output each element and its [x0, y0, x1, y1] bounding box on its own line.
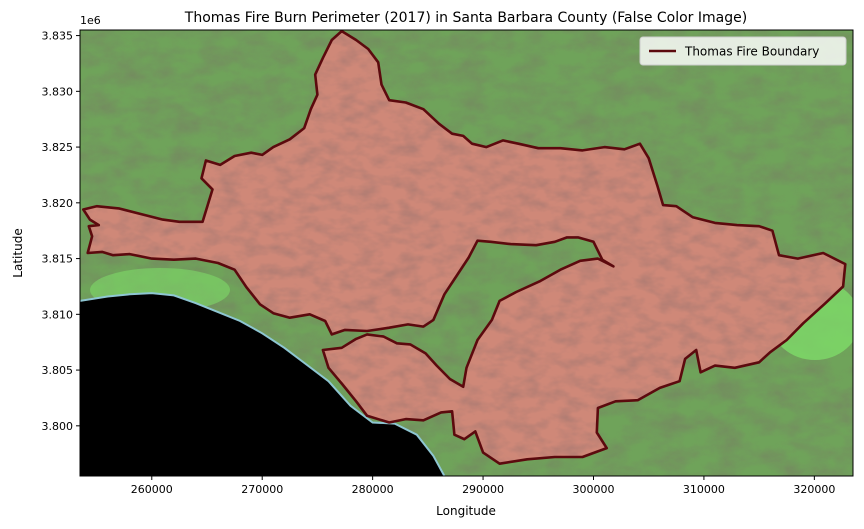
x-tick-label: 270000 [241, 483, 283, 496]
legend-label: Thomas Fire Boundary [684, 45, 819, 59]
x-tick-label: 320000 [793, 483, 835, 496]
y-tick-label: 3.820 [42, 197, 74, 210]
y-tick-label: 3.825 [42, 141, 74, 154]
x-tick-label: 280000 [352, 483, 394, 496]
y-tick-label: 3.800 [42, 420, 74, 433]
fire-boundary-line [82, 30, 847, 465]
x-axis-label: Longitude [436, 504, 496, 518]
y-tick-label: 3.835 [42, 30, 74, 43]
legend-box [639, 36, 847, 66]
y-axis: 3.800 3.805 3.810 3.815 3.820 3.825 3.830 3.835 [42, 30, 80, 433]
plot-area [80, 30, 853, 476]
x-tick-label: 260000 [131, 483, 173, 496]
axes-frame [79, 29, 854, 477]
x-axis: 260000 270000 280000 290000 300000 310000 3200… [131, 476, 835, 496]
y-tick-label: 3.815 [42, 253, 74, 266]
y-axis-offset-label: 1e6 [80, 14, 101, 27]
y-tick-label: 3.810 [42, 308, 74, 321]
y-tick-label: 3.805 [42, 364, 74, 377]
x-tick-label: 310000 [683, 483, 725, 496]
coastline [80, 292, 446, 476]
chart-title: Thomas Fire Burn Perimeter (2017) in San… [184, 10, 747, 26]
burn-area-texture [83, 31, 846, 464]
ocean [80, 293, 445, 476]
x-tick-label: 290000 [462, 483, 504, 496]
x-tick-label: 300000 [572, 483, 614, 496]
y-axis-label: Latitude [11, 228, 25, 277]
legend: Thomas Fire Boundary [639, 36, 847, 66]
y-tick-label: 3.830 [42, 85, 74, 98]
